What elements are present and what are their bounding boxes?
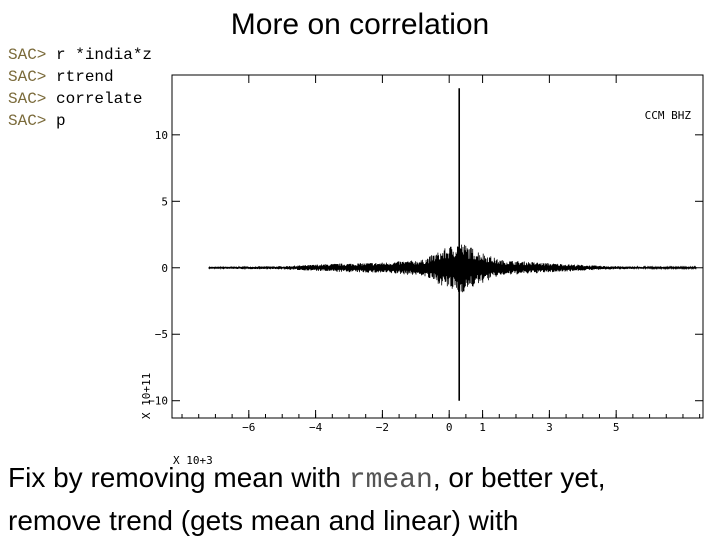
console-prompt: SAC> [8, 68, 47, 86]
series-label: CCM BHZ [645, 109, 692, 122]
console-line: SAC> correlate [8, 88, 152, 110]
x-tick-label: −4 [309, 421, 323, 434]
x-tick-label: −6 [242, 421, 255, 434]
plot-frame [171, 74, 704, 419]
sac-console: SAC> r *india*z SAC> rtrend SAC> correla… [8, 44, 152, 132]
y-tick-label: −10 [148, 395, 168, 408]
caption-code: rmean [348, 465, 433, 496]
y-tick-label: 10 [155, 129, 168, 142]
y-multiplier-label: X 10+11 [140, 373, 153, 419]
x-tick-label: 1 [479, 421, 486, 434]
console-line: SAC> p [8, 110, 152, 132]
console-prompt: SAC> [8, 46, 47, 64]
console-command: correlate [56, 90, 143, 108]
y-tick-label: 0 [161, 262, 168, 275]
console-command: rtrend [56, 68, 114, 86]
console-prompt: SAC> [8, 90, 47, 108]
x-tick-label: 3 [546, 421, 553, 434]
y-tick-label: −5 [155, 328, 168, 341]
slide-title: More on correlation [230, 8, 490, 41]
console-line: SAC> r *india*z [8, 44, 152, 66]
correlation-trace [208, 244, 697, 293]
console-line: SAC> rtrend [8, 66, 152, 88]
slide-caption: Fix by removing mean with rmean, or bett… [8, 458, 720, 541]
console-command: r *india*z [56, 46, 153, 64]
console-prompt: SAC> [8, 112, 47, 130]
caption-line-2: remove trend (gets mean and linear) with [8, 505, 519, 536]
x-tick-label: −2 [376, 421, 389, 434]
y-tick-label: 5 [161, 195, 168, 208]
x-multiplier-label: X 10+3 [173, 454, 213, 467]
x-tick-label: 0 [446, 421, 453, 434]
console-command: p [56, 112, 66, 130]
caption-line-1: Fix by removing mean with rmean, or bett… [8, 462, 606, 496]
x-tick-label: 5 [613, 421, 620, 434]
